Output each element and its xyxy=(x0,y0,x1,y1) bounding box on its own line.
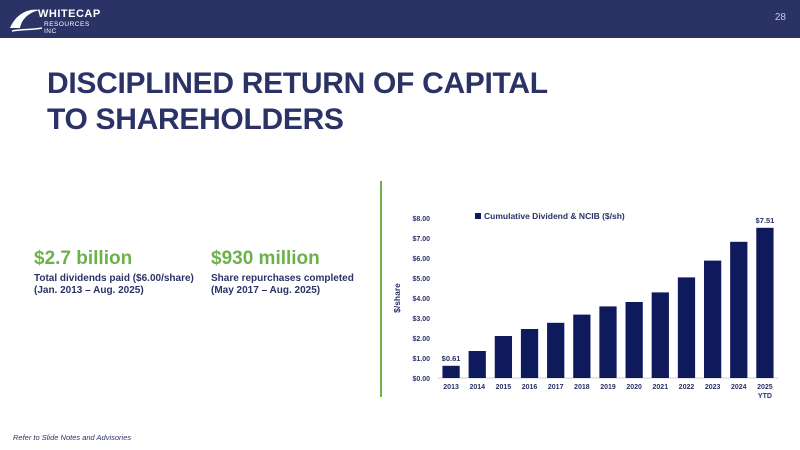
x-tick-label: 2014 xyxy=(469,384,485,391)
x-tick-label: 2024 xyxy=(731,384,747,391)
slide-title: DISCIPLINED RETURN OF CAPITAL TO SHAREHO… xyxy=(47,67,548,136)
kpi-value: $930 million xyxy=(211,248,320,269)
kpi-dividends: $2.7 billion Total dividends paid ($6.00… xyxy=(34,248,194,297)
y-tick-label: $7.00 xyxy=(412,236,430,243)
bar xyxy=(442,365,460,378)
y-tick-label: $0.00 xyxy=(412,376,430,383)
bar xyxy=(520,329,539,378)
cumulative-return-bar-chart: $0.00 $1.00 $2.00 $3.00 $4.00 $5.00 $6.00 $7.00… xyxy=(392,211,778,400)
bar xyxy=(573,314,591,378)
legend-swatch xyxy=(475,213,481,219)
kpi-value: $2.7 billion xyxy=(34,248,133,269)
y-tick-label: $6.00 xyxy=(412,256,430,263)
x-tick-label: 2015 xyxy=(496,384,512,391)
header-bar: WHITECAP RESOURCES INC 28 xyxy=(0,0,800,38)
bar xyxy=(625,302,643,378)
bar xyxy=(677,277,696,378)
x-tick-label: 2021 xyxy=(653,384,669,391)
bar xyxy=(703,260,722,378)
x-tick-label: 2018 xyxy=(574,384,590,391)
kpi-repurchases: $930 million Share repurchases completed… xyxy=(211,248,354,297)
page-number: 28 xyxy=(774,12,786,23)
x-tick-label: 2025 xyxy=(757,384,773,391)
y-tick-label: $5.00 xyxy=(412,276,430,283)
x-tick-label: 2019 xyxy=(600,384,616,391)
y-tick-label: $2.00 xyxy=(412,336,430,343)
y-tick-label: $4.00 xyxy=(412,296,430,303)
x-tick-label: 2023 xyxy=(705,384,721,391)
data-label: $0.61 xyxy=(442,354,461,363)
kpi-description: Total dividends paid ($6.00/share) (Jan.… xyxy=(34,273,194,296)
bar xyxy=(599,306,617,378)
x-tick-label: YTD xyxy=(758,393,772,400)
kpi-description: Share repurchases completed (May 2017 – … xyxy=(211,273,354,296)
bar xyxy=(756,227,774,378)
bar xyxy=(651,292,669,378)
wave-logo-icon xyxy=(10,9,42,32)
logo-wordmark: WHITECAP xyxy=(38,8,101,20)
bar xyxy=(730,241,748,378)
footnote: Refer to Slide Notes and Advisories xyxy=(13,433,132,442)
y-axis-label: $/share xyxy=(392,283,402,313)
legend-label: Cumulative Dividend & NCIB ($/sh) xyxy=(484,211,625,221)
x-tick-label: 2022 xyxy=(679,384,695,391)
y-tick-label: $8.00 xyxy=(412,216,430,223)
logo-subtitle: RESOURCES INC xyxy=(44,21,90,35)
company-logo: WHITECAP RESOURCES INC xyxy=(8,4,101,35)
x-tick-label: 2017 xyxy=(548,384,564,391)
data-label: $7.51 xyxy=(756,216,775,225)
x-tick-label: 2013 xyxy=(443,384,459,391)
bar xyxy=(468,351,486,378)
vertical-divider xyxy=(380,181,382,397)
y-tick-label: $1.00 xyxy=(412,356,430,363)
x-tick-label: 2020 xyxy=(626,384,642,391)
x-tick-label: 2016 xyxy=(522,384,538,391)
y-tick-label: $3.00 xyxy=(412,316,430,323)
bar xyxy=(547,322,565,378)
bar xyxy=(494,336,513,378)
